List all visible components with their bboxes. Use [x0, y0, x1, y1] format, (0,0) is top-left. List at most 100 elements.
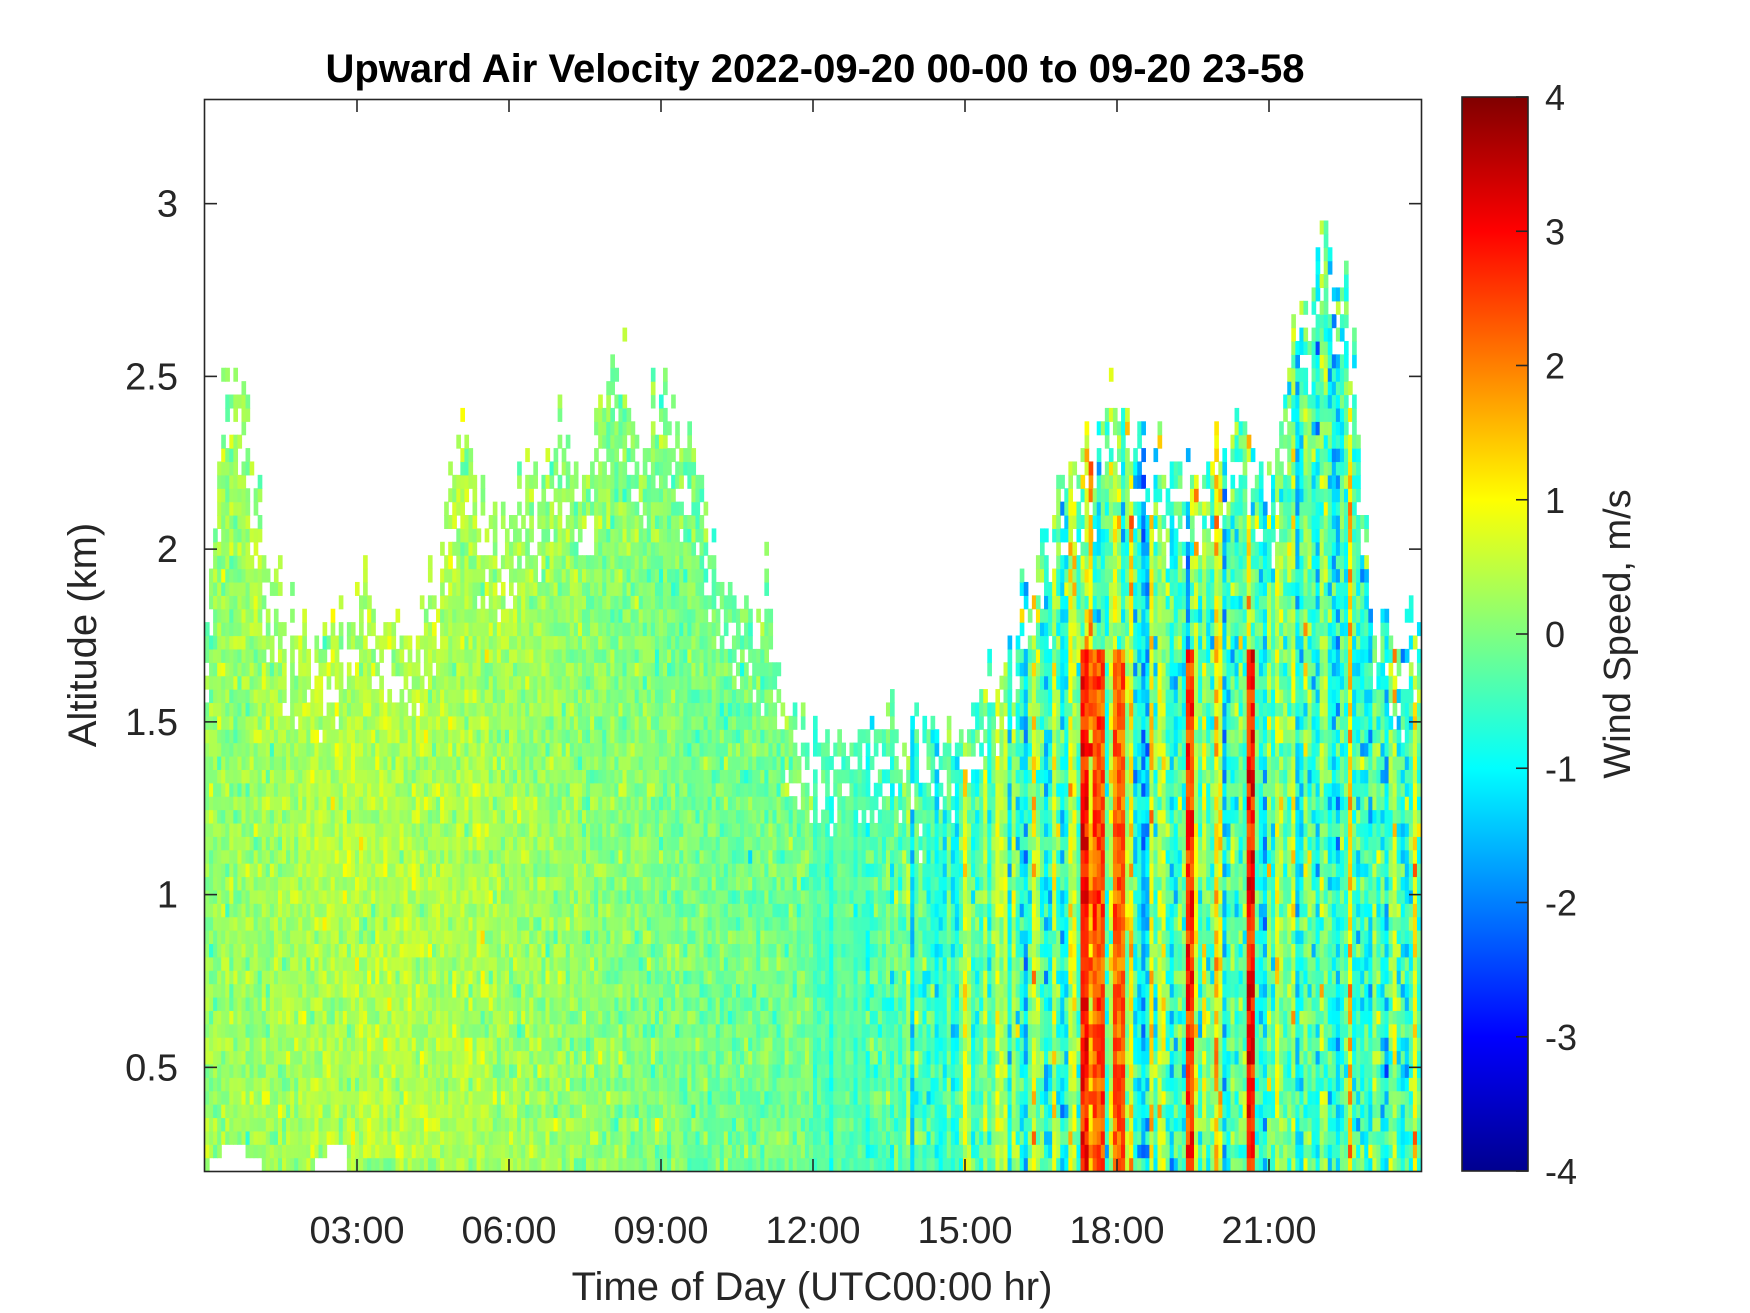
heat-cell: [404, 1158, 409, 1172]
heat-cell: [294, 943, 299, 957]
heat-cell: [456, 863, 461, 877]
heat-cell: [213, 609, 218, 623]
heat-cell: [225, 475, 230, 489]
heat-cell: [229, 1010, 234, 1024]
heat-cell: [513, 997, 518, 1011]
heat-cell: [537, 729, 542, 743]
heat-cell: [558, 689, 563, 703]
heat-cell: [525, 582, 530, 596]
heat-cell: [489, 943, 494, 957]
heat-cell: [298, 1077, 303, 1091]
heat-cell: [262, 676, 267, 690]
heat-cell: [436, 823, 441, 837]
heat-cell: [533, 850, 538, 864]
heat-cell: [282, 1104, 287, 1118]
heat-cell: [262, 1144, 267, 1158]
heat-cell: [537, 823, 542, 837]
heat-cell: [424, 1131, 429, 1145]
heat-cell: [627, 970, 632, 984]
heat-cell: [505, 1064, 510, 1078]
heat-cell: [213, 890, 218, 904]
heat-cell: [282, 756, 287, 770]
heat-cell: [517, 943, 522, 957]
heat-cell: [286, 997, 291, 1011]
heat-cell: [574, 917, 579, 931]
heat-cell: [436, 876, 441, 890]
heat-cell: [205, 783, 210, 797]
heat-cell: [639, 1024, 644, 1038]
heat-cell: [521, 716, 526, 730]
heat-cell: [266, 823, 271, 837]
heat-cell: [290, 836, 295, 850]
heat-cell: [371, 984, 376, 998]
heat-cell: [545, 970, 550, 984]
heat-cell: [400, 957, 405, 971]
heat-cell: [456, 997, 461, 1011]
heat-cell: [582, 716, 587, 730]
heat-cell: [221, 622, 226, 636]
heat-cell: [359, 823, 364, 837]
heat-cell: [517, 1131, 522, 1145]
heat-cell: [282, 836, 287, 850]
heat-cell: [444, 1064, 449, 1078]
heat-cell: [440, 1051, 445, 1065]
heat-cell: [440, 569, 445, 583]
heat-cell: [420, 823, 425, 837]
heat-cell: [400, 1010, 405, 1024]
heat-cell: [254, 997, 259, 1011]
heat-cell: [274, 943, 279, 957]
heat-cell: [594, 930, 599, 944]
heat-cell: [513, 1158, 518, 1172]
heat-cell: [541, 1064, 546, 1078]
heat-cell: [209, 1117, 214, 1131]
heat-cell: [339, 1024, 344, 1038]
heat-cell: [622, 622, 627, 636]
heat-cell: [473, 997, 478, 1011]
heat-cell: [464, 823, 469, 837]
heat-cell: [351, 876, 356, 890]
heat-cell: [618, 970, 623, 984]
heat-cell: [246, 622, 251, 636]
heat-cell: [525, 1037, 530, 1051]
heat-cell: [489, 930, 494, 944]
heat-cell: [533, 636, 538, 650]
heat-cell: [610, 984, 615, 998]
heat-cell: [541, 609, 546, 623]
heat-cell: [473, 1158, 478, 1172]
heat-cell: [363, 876, 368, 890]
heat-cell: [464, 850, 469, 864]
heat-cell: [529, 1010, 534, 1024]
heat-cell: [233, 984, 238, 998]
heat-cell: [262, 756, 267, 770]
heat-cell: [550, 997, 555, 1011]
heat-cell: [254, 716, 259, 730]
heat-cell: [343, 810, 348, 824]
heat-cell: [408, 1037, 413, 1051]
heat-cell: [237, 676, 242, 690]
heat-cell: [383, 783, 388, 797]
heat-cell: [396, 1037, 401, 1051]
heat-cell: [262, 1037, 267, 1051]
heat-cell: [497, 943, 502, 957]
heat-cell: [590, 475, 595, 489]
heat-cell: [282, 823, 287, 837]
heat-cell: [278, 1064, 283, 1078]
heat-cell: [278, 702, 283, 716]
heat-cell: [481, 488, 486, 502]
heat-cell: [396, 729, 401, 743]
heat-cell: [318, 1064, 323, 1078]
heat-cell: [331, 943, 336, 957]
heat-cell: [460, 796, 465, 810]
heat-cell: [481, 984, 486, 998]
heat-cell: [351, 943, 356, 957]
heat-cell: [396, 1064, 401, 1078]
heat-cell: [489, 1051, 494, 1065]
heat-cell: [614, 930, 619, 944]
heat-cell: [274, 997, 279, 1011]
heat-cell: [485, 810, 490, 824]
heat-cell: [477, 743, 482, 757]
heat-cell: [574, 1051, 579, 1065]
heat-cell: [497, 836, 502, 850]
heat-cell: [318, 676, 323, 690]
heat-cell: [618, 1131, 623, 1145]
